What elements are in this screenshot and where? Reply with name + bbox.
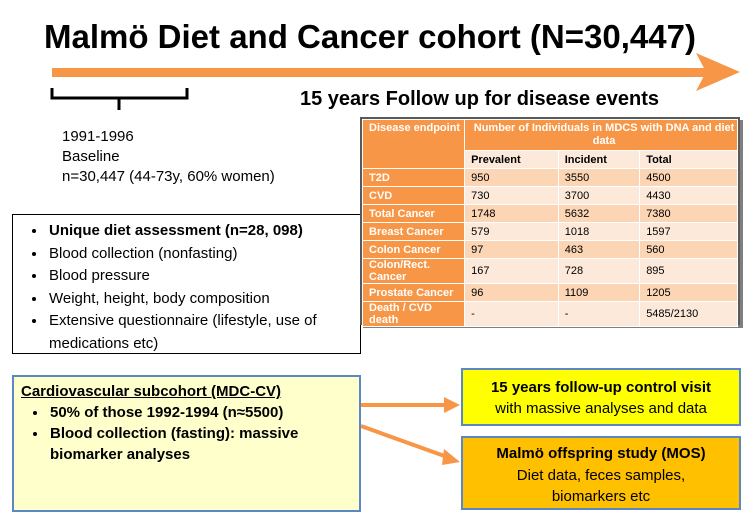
- row-endpoint: CVD: [361, 186, 466, 205]
- cell-total: 1597: [639, 222, 738, 241]
- followup-visit-box: 15 years follow-up control visit with ma…: [461, 368, 741, 426]
- cell-incident: 3700: [557, 186, 641, 205]
- cell-incident: 728: [557, 258, 641, 284]
- cardiovascular-subcohort-box: Cardiovascular subcohort (MDC-CV) 50% of…: [12, 375, 361, 512]
- subcohort-title: Cardiovascular subcohort (MDC-CV): [21, 383, 282, 400]
- follow-up-subtitle: 15 years Follow up for disease events: [300, 88, 660, 110]
- cell-incident: 3550: [557, 168, 641, 187]
- row-endpoint: Colon Cancer: [361, 240, 466, 259]
- cell-total: 4500: [639, 168, 738, 187]
- mos-line-1: Diet data, feces samples,: [516, 467, 686, 484]
- baseline-years: 1991-1996: [62, 128, 134, 145]
- list-item: Blood collection (fasting): massive biom…: [48, 423, 359, 465]
- cell-incident: 1018: [557, 222, 641, 241]
- row-endpoint: Total Cancer: [361, 204, 466, 223]
- offspring-study-box: Malmö offspring study (MOS) Diet data, f…: [461, 436, 741, 510]
- list-item: Blood pressure: [47, 265, 360, 288]
- column-header-incident: Incident: [557, 150, 641, 169]
- timeline-arrow-head: [696, 53, 740, 91]
- list-item: Unique diet assessment (n=28, 098): [47, 220, 360, 243]
- cell-total: 895: [639, 258, 738, 284]
- assessment-list: Unique diet assessment (n=28, 098) Blood…: [13, 215, 360, 355]
- table-row: Colon/Rect. Cancer 167 728 895: [361, 258, 738, 284]
- baseline-label: Baseline: [62, 148, 120, 165]
- row-endpoint: Colon/Rect. Cancer: [361, 258, 466, 284]
- mos-connector-arrowhead: [442, 449, 460, 465]
- baseline-assessment-box: Unique diet assessment (n=28, 098) Blood…: [12, 214, 361, 354]
- column-header-total: Total: [639, 150, 738, 169]
- table-row: Prostate Cancer 96 1109 1205: [361, 283, 738, 302]
- mos-line-2: biomarkers etc: [551, 488, 651, 505]
- baseline-bracket: [50, 88, 189, 110]
- list-item: Extensive questionnaire (lifestyle, use …: [47, 310, 360, 355]
- cell-incident: 1109: [557, 283, 641, 302]
- cell-total: 5485/2130: [639, 301, 738, 327]
- cell-total: 4430: [639, 186, 738, 205]
- cell-prevalent: 950: [464, 168, 559, 187]
- cell-total: 560: [639, 240, 738, 259]
- cell-prevalent: 1748: [464, 204, 559, 223]
- followup-connector-arrowhead: [444, 397, 460, 413]
- column-header-prevalent: Prevalent: [464, 150, 559, 169]
- cell-total: 7380: [639, 204, 738, 223]
- timeline-arrow-shaft: [52, 68, 712, 77]
- list-item: Weight, height, body composition: [47, 288, 360, 311]
- mos-connector-arrow: [360, 424, 451, 460]
- table-row: Breast Cancer 579 1018 1597: [361, 222, 738, 241]
- mos-title: Malmö offspring study (MOS): [496, 445, 706, 462]
- disease-endpoint-table: Disease endpoint Number of Individuals i…: [360, 117, 740, 327]
- cell-prevalent: 579: [464, 222, 559, 241]
- followup-text: with massive analyses and data: [495, 400, 707, 417]
- row-endpoint: T2D: [361, 168, 466, 187]
- cell-prevalent: 730: [464, 186, 559, 205]
- cell-prevalent: 96: [464, 283, 559, 302]
- table-row: CVD 730 3700 4430: [361, 186, 738, 205]
- cell-incident: -: [557, 301, 641, 327]
- header-number-individuals: Number of Individuals in MDCS with DNA a…: [464, 119, 738, 151]
- baseline-detail: n=30,447 (44-73y, 60% women): [62, 168, 275, 185]
- cell-incident: 5632: [557, 204, 641, 223]
- subcohort-list: 50% of those 1992-1994 (n≈5500) Blood co…: [14, 400, 359, 465]
- cell-total: 1205: [639, 283, 738, 302]
- row-endpoint: Prostate Cancer: [361, 283, 466, 302]
- page-title: Malmö Diet and Cancer cohort (N=30,447): [44, 18, 696, 55]
- baseline-info: 1991-1996 Baseline n=30,447 (44-73y, 60%…: [62, 127, 275, 187]
- table-row: T2D 950 3550 4500: [361, 168, 738, 187]
- table-row: Colon Cancer 97 463 560: [361, 240, 738, 259]
- row-endpoint: Breast Cancer: [361, 222, 466, 241]
- row-endpoint: Death / CVD death: [361, 301, 466, 327]
- list-item: 50% of those 1992-1994 (n≈5500): [48, 402, 359, 423]
- table-row: Death / CVD death - - 5485/2130: [361, 301, 738, 327]
- cell-incident: 463: [557, 240, 641, 259]
- cell-prevalent: 97: [464, 240, 559, 259]
- list-item: Blood collection (nonfasting): [47, 243, 360, 266]
- cell-prevalent: -: [464, 301, 559, 327]
- followup-title: 15 years follow-up control visit: [490, 379, 712, 396]
- table-row: Total Cancer 1748 5632 7380: [361, 204, 738, 223]
- header-disease-endpoint: Disease endpoint: [361, 119, 466, 169]
- endpoint-table: Disease endpoint Number of Individuals i…: [361, 119, 738, 327]
- cell-prevalent: 167: [464, 258, 559, 284]
